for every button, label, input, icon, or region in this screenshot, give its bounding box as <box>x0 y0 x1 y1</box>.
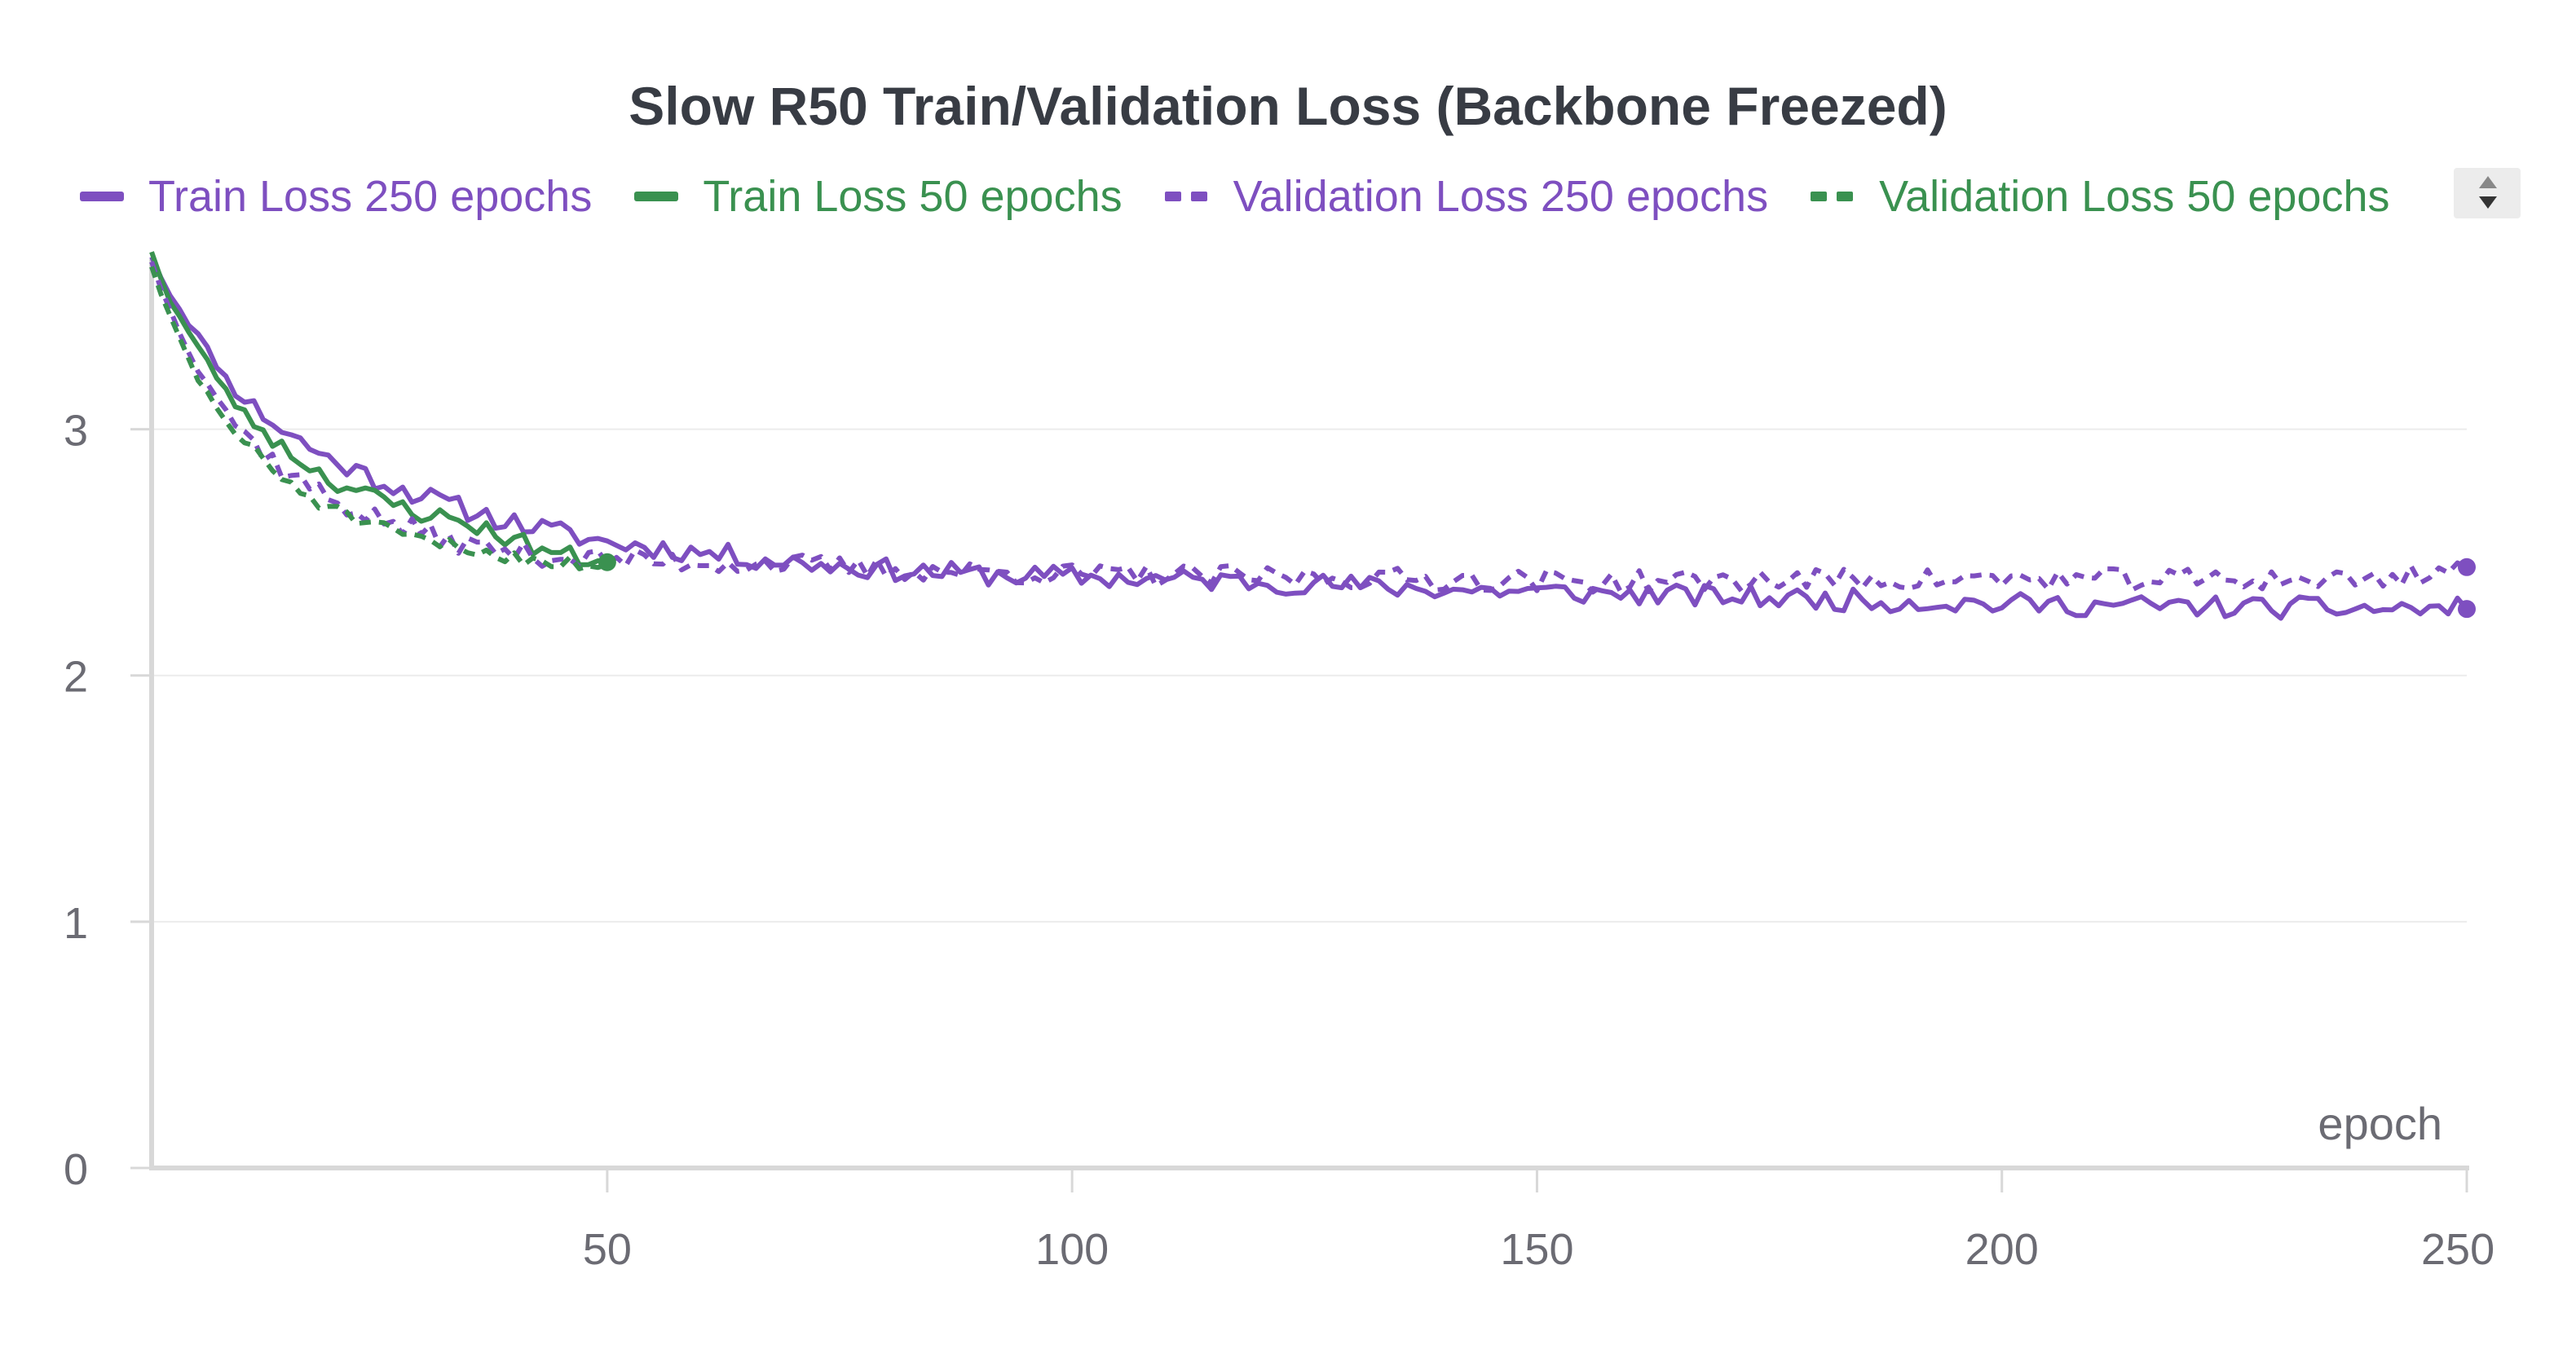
legend-item[interactable]: Validation Loss 50 epochs <box>1811 171 2390 222</box>
chevron-down-icon <box>2479 196 2497 209</box>
x-tick-label: 250 <box>2421 1225 2494 1274</box>
legend-scroll-button[interactable] <box>2454 168 2521 218</box>
x-axis-title: epoch <box>2318 1098 2442 1149</box>
legend-label: Train Loss 50 epochs <box>703 172 1123 221</box>
legend-item[interactable]: Validation Loss 250 epochs <box>1164 171 1769 222</box>
solid-line-icon <box>80 192 124 201</box>
series-line-validation-loss-250-epochs[interactable] <box>149 261 2468 595</box>
legend-label: Train Loss 250 epochs <box>148 172 593 221</box>
chart-legend: Train Loss 250 epochs Train Loss 50 epoch… <box>80 167 2433 226</box>
axes <box>130 259 2469 1192</box>
y-tick-label: 3 <box>64 407 88 456</box>
legend-label: Validation Loss 250 epochs <box>1233 172 1769 221</box>
x-tick-label: 100 <box>1035 1225 1109 1274</box>
chart-title: Slow R50 Train/Validation Loss (Backbone… <box>629 76 1947 136</box>
series-lines <box>149 251 2469 621</box>
y-tick-label: 2 <box>64 653 88 702</box>
series-end-marker[interactable] <box>598 553 616 571</box>
chevron-up-icon <box>2479 176 2497 188</box>
legend-item[interactable]: Train Loss 50 epochs <box>634 171 1123 222</box>
end-markers <box>598 553 2476 619</box>
gridlines <box>152 428 2467 923</box>
x-tick-label: 200 <box>1965 1225 2039 1274</box>
legend-label: Validation Loss 50 epochs <box>1879 172 2390 221</box>
dashed-line-icon <box>1811 192 1855 201</box>
legend-item[interactable]: Train Loss 250 epochs <box>80 171 592 222</box>
dashed-line-icon <box>1164 192 1209 201</box>
solid-line-icon <box>634 192 679 201</box>
x-tick-label: 150 <box>1500 1225 1573 1274</box>
y-tick-label: 0 <box>64 1145 88 1194</box>
series-line-validation-loss-50-epochs[interactable] <box>149 266 608 571</box>
series-line-train-loss-250-epochs[interactable] <box>149 255 2469 621</box>
series-end-marker[interactable] <box>2458 600 2476 619</box>
tick-labels: 0 1 2 3 50 100 150 200 250 epoch <box>64 407 2494 1274</box>
x-tick-label: 50 <box>583 1225 632 1274</box>
series-end-marker[interactable] <box>2458 558 2476 576</box>
series-line-train-loss-50-epochs[interactable] <box>149 251 608 567</box>
y-tick-label: 1 <box>64 899 88 948</box>
